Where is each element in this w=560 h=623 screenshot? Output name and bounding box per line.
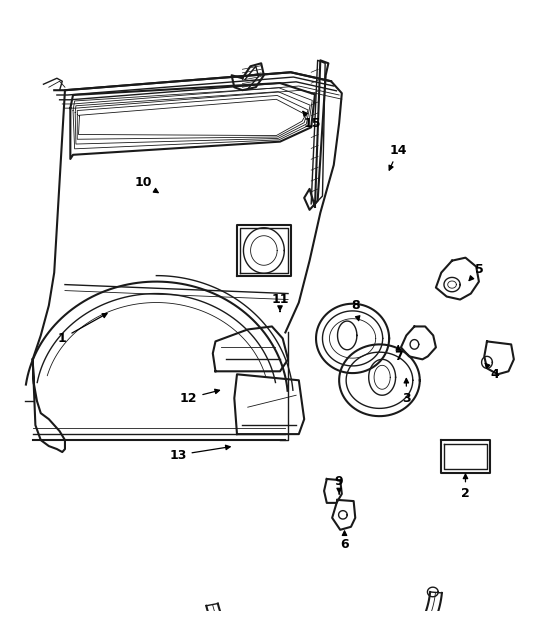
Text: 9: 9 bbox=[335, 475, 343, 494]
Text: 13: 13 bbox=[169, 445, 230, 462]
Text: 8: 8 bbox=[351, 299, 360, 321]
Text: 7: 7 bbox=[394, 346, 403, 363]
Text: 4: 4 bbox=[485, 363, 500, 381]
Text: 12: 12 bbox=[180, 389, 220, 405]
Text: 11: 11 bbox=[271, 293, 289, 312]
Text: 14: 14 bbox=[389, 143, 407, 170]
Text: 10: 10 bbox=[134, 176, 158, 193]
Text: 3: 3 bbox=[402, 379, 410, 405]
Text: 15: 15 bbox=[303, 112, 321, 130]
Text: 1: 1 bbox=[58, 313, 107, 345]
Text: 2: 2 bbox=[461, 474, 470, 500]
Text: 5: 5 bbox=[469, 263, 483, 280]
Text: 6: 6 bbox=[340, 531, 349, 551]
